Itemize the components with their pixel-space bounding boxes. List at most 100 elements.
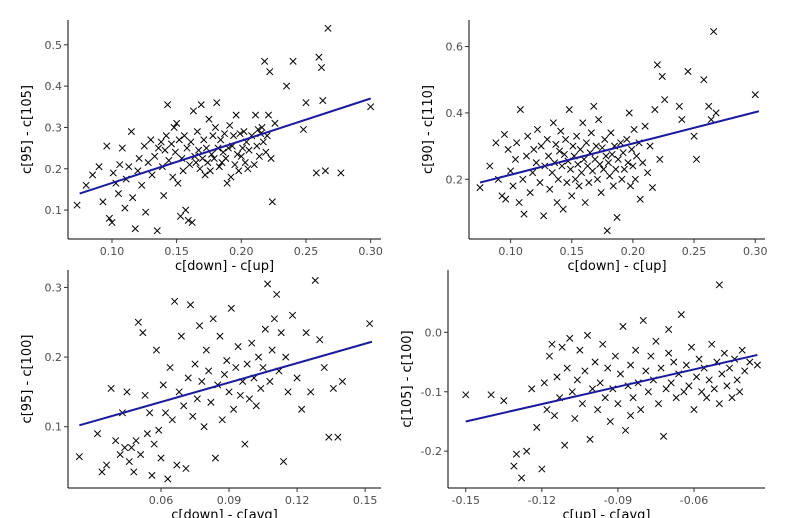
data-point [631, 175, 639, 183]
data-point [219, 148, 227, 156]
data-point [582, 139, 590, 147]
data-point [715, 281, 723, 289]
data-point [151, 152, 159, 160]
data-point [223, 356, 231, 365]
data-point [210, 154, 218, 162]
data-point [563, 364, 571, 372]
data-point [207, 398, 215, 406]
data-point [289, 57, 297, 65]
data-point [602, 152, 610, 160]
x-tick-label: 0.15 [353, 494, 378, 507]
data-point [222, 154, 230, 162]
data-point [241, 159, 249, 167]
data-point [237, 152, 245, 160]
data-point [245, 146, 253, 154]
data-point [293, 374, 301, 382]
data-point [188, 218, 196, 227]
data-point [623, 135, 631, 144]
data-point [284, 388, 292, 396]
x-tick-label: -0.12 [528, 494, 556, 507]
data-point [646, 142, 654, 150]
data-point [257, 384, 265, 392]
regression-line [479, 110, 760, 184]
data-point [125, 163, 133, 171]
data-point [502, 195, 510, 203]
data-point [606, 172, 614, 180]
data-point [577, 169, 586, 177]
x-axis-title: c[up] - c[avg] [563, 508, 651, 518]
data-point [627, 361, 635, 369]
data-point [182, 206, 190, 214]
data-point [176, 212, 185, 220]
data-point [588, 385, 597, 393]
data-point [244, 165, 252, 173]
data-point [89, 171, 97, 179]
data-point [597, 188, 605, 197]
data-point [587, 129, 595, 137]
data-point [590, 102, 598, 110]
y-tick-label: -0.2 [421, 445, 442, 458]
data-point [232, 111, 240, 119]
x-tick-label: -0.15 [452, 494, 480, 507]
data-point [753, 361, 761, 369]
data-point [596, 160, 604, 168]
data-point [174, 179, 182, 187]
data-point [628, 145, 636, 153]
data-point [177, 332, 185, 340]
data-point [626, 182, 635, 190]
data-point [315, 53, 323, 61]
data-point [75, 453, 83, 461]
data-point [144, 159, 152, 167]
data-point [657, 364, 665, 372]
y-tick-label: 0.5 [45, 39, 63, 52]
y-axis-title: c[90] - c[110] [421, 85, 436, 174]
panel-top-right: 0.10 0.15 0.20 0.25 0.30 0.2 0.4 0.6 c[down] - c… [421, 20, 767, 274]
x-tick-label: 0.12 [285, 494, 310, 507]
data-point [324, 24, 332, 32]
data-point [147, 136, 155, 144]
data-point [146, 409, 154, 417]
data-point [629, 162, 637, 170]
data-point [168, 416, 176, 424]
data-point [642, 367, 650, 375]
data-point [264, 280, 272, 288]
data-point [751, 91, 759, 99]
data-point [193, 128, 201, 136]
data-point [720, 349, 728, 357]
data-point [252, 402, 260, 410]
data-point [500, 130, 509, 139]
data-point [546, 185, 554, 193]
data-point [568, 192, 576, 200]
data-point [157, 454, 165, 462]
regression-line [79, 340, 373, 427]
data-point [316, 336, 324, 344]
data-point [239, 144, 247, 152]
data-point [240, 128, 248, 136]
data-point [114, 189, 122, 198]
data-point [675, 102, 683, 110]
data-point [215, 163, 223, 171]
data-point [619, 322, 627, 330]
data-point [209, 132, 217, 140]
data-point [660, 432, 668, 440]
data-point [524, 132, 532, 140]
data-point [523, 447, 531, 455]
data-point [581, 198, 589, 207]
data-point [205, 367, 213, 375]
data-point [569, 142, 577, 150]
data-point [588, 167, 597, 175]
data-point [703, 394, 711, 402]
data-point [604, 159, 612, 167]
data-point [520, 210, 528, 218]
data-point [195, 146, 203, 154]
data-point [690, 132, 698, 140]
data-point [651, 106, 659, 114]
data-point [543, 406, 551, 414]
data-point [629, 394, 637, 402]
data-point [175, 136, 183, 144]
data-point [548, 169, 556, 177]
data-point [566, 165, 575, 173]
data-point [231, 161, 239, 169]
data-point [728, 394, 736, 402]
data-point [179, 167, 187, 175]
